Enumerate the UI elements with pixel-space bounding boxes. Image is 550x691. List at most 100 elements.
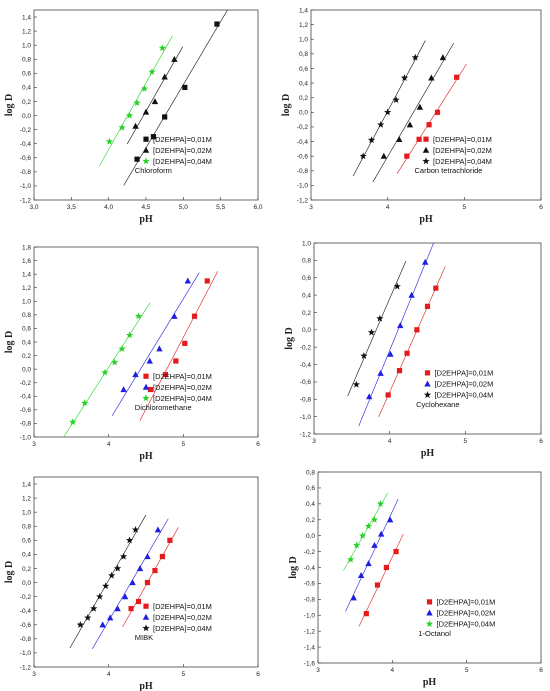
y-tick-label: -0,6 <box>300 379 312 386</box>
data-point <box>400 74 409 82</box>
data-point <box>161 73 168 80</box>
data-point <box>371 541 378 548</box>
y-tick-label: -1,2 <box>297 197 309 204</box>
legend-label: [D2EHPA]=0,02M <box>437 609 496 618</box>
data-point <box>383 564 389 571</box>
x-tick-label: 5,5 <box>216 204 225 211</box>
legend-marker <box>142 613 150 620</box>
data-point <box>214 21 220 27</box>
fit-line <box>378 266 446 418</box>
x-tick-label: 5 <box>463 204 467 211</box>
data-point <box>406 121 414 128</box>
data-point <box>365 560 372 567</box>
x-tick-label: 3,5 <box>67 204 76 211</box>
legend-label: [D2EHPA]=0,04M <box>153 157 212 166</box>
legend-marker <box>143 603 149 609</box>
data-point <box>102 582 110 590</box>
data-point <box>171 312 178 319</box>
y-tick-label: 1,6 <box>22 258 31 265</box>
series-1 <box>123 10 228 186</box>
y-tick-label: 0,0 <box>302 327 311 334</box>
y-tick-label: 0,0 <box>22 580 31 587</box>
series-3 <box>343 492 388 571</box>
data-point <box>428 74 435 81</box>
y-tick-label: -1,4 <box>304 644 316 651</box>
data-point <box>416 136 422 142</box>
x-axis-label: pH <box>139 451 153 462</box>
y-tick-label: 0,4 <box>22 552 31 559</box>
data-point <box>374 582 381 588</box>
x-tick-label: 4 <box>107 441 111 448</box>
y-tick-label: 0,6 <box>22 71 31 78</box>
data-point <box>150 134 157 140</box>
x-tick-label: 5 <box>464 438 468 445</box>
y-tick-label: -1,0 <box>304 613 316 620</box>
y-tick-label: -0,4 <box>300 362 312 369</box>
x-tick-label: 4 <box>391 667 395 674</box>
legend-label: [D2EHPA]=0,02M <box>153 146 212 155</box>
series-3 <box>347 260 407 397</box>
y-tick-label: -1,2 <box>20 197 32 204</box>
x-tick-label: 5 <box>465 667 469 674</box>
data-point <box>90 604 98 612</box>
series-3 <box>352 40 426 177</box>
data-point <box>387 350 394 357</box>
fit-line <box>345 498 399 612</box>
data-point <box>69 418 77 426</box>
series-1 <box>396 63 467 174</box>
data-point <box>359 152 367 160</box>
data-point <box>416 103 424 110</box>
y-tick-label: -0,2 <box>297 124 309 131</box>
x-tick-label: 5 <box>182 671 186 678</box>
data-point <box>134 156 140 162</box>
y-tick-label: 0,4 <box>22 339 31 346</box>
series-2 <box>92 518 169 649</box>
data-point <box>404 153 410 159</box>
data-point <box>358 531 367 539</box>
data-point <box>114 564 122 572</box>
legend-marker <box>143 136 149 142</box>
x-tick-label: 4,0 <box>104 204 113 211</box>
data-point <box>125 331 134 339</box>
y-tick-label: 1,4 <box>22 14 31 21</box>
legend-label: [D2EHPA]=0,04M <box>437 620 496 629</box>
fit-line <box>123 10 228 186</box>
data-point <box>411 53 419 61</box>
data-point <box>414 327 420 333</box>
solvent-annotation: MIBK <box>135 633 153 642</box>
data-point <box>377 120 385 128</box>
y-tick-label: 1,0 <box>22 42 31 49</box>
legend-marker <box>425 620 434 627</box>
y-tick-label: -1,0 <box>300 414 312 421</box>
legend-marker <box>423 136 429 142</box>
legend-label: [D2EHPA]=0,01M <box>153 602 212 611</box>
chart-panel-5: 3 4 5 6 -1,2 -1,0 -0,8 -0,6 -0,4 -0,2 0,0 0,2 0,4 0,6… <box>4 476 260 691</box>
data-point <box>385 392 391 398</box>
x-tick-label: 5,0 <box>179 204 188 211</box>
chart-panel-3: 3 4 5 6 -1,0 -0,8 -0,6 -0,4 -0,2 0,0 0,2 0,4 0,6 0,8 1… <box>4 244 260 462</box>
y-tick-label: 1,2 <box>22 495 31 502</box>
data-point <box>363 611 369 617</box>
chart-panel-2: 3 4 5 6 -1,2 -1,0 -0,8 -0,6 -0,4 -0,2 0,0 0,2 0,4 0,6… <box>281 7 543 225</box>
legend: [D2EHPA]=0,01M [D2EHPA]=0,02M [D2EHPA]=0,0… <box>142 372 212 403</box>
x-tick-label: 4 <box>386 204 390 211</box>
legend-marker <box>426 609 433 616</box>
y-tick-label: 0,6 <box>22 538 31 545</box>
data-point <box>105 137 114 145</box>
y-tick-label: -1,2 <box>304 628 316 635</box>
legend-marker <box>426 599 433 605</box>
y-tick-label: -0,8 <box>304 597 316 604</box>
x-tick-label: 3 <box>32 671 36 678</box>
x-tick-label: 6 <box>539 667 543 674</box>
data-point <box>125 111 134 119</box>
y-tick-label: 0,2 <box>302 310 311 317</box>
data-point <box>376 314 384 322</box>
series-3 <box>63 302 151 437</box>
y-tick-label: 1,0 <box>302 240 311 247</box>
data-point <box>120 386 127 393</box>
x-tick-label: 4,5 <box>141 204 150 211</box>
data-point <box>424 303 431 309</box>
y-tick-label: 1,4 <box>299 7 308 14</box>
y-tick-label: 0,0 <box>306 533 315 540</box>
data-point <box>108 571 116 579</box>
